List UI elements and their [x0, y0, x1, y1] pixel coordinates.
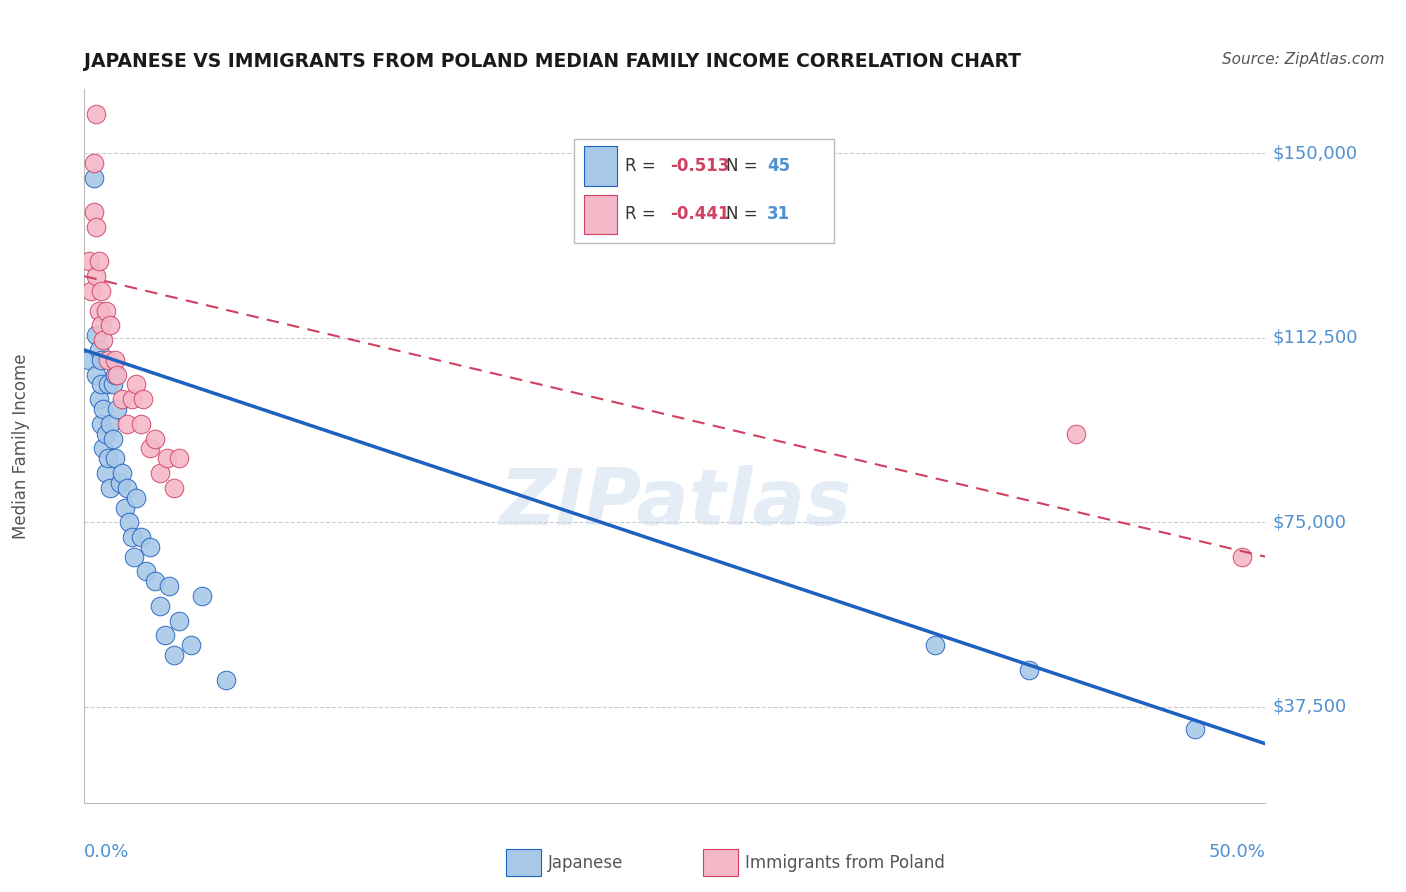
Point [132, 392, 155, 407]
Point [97, 377, 120, 392]
Text: Source: ZipAtlas.com: Source: ZipAtlas.com [1222, 52, 1385, 67]
Point [143, 574, 166, 589]
Point [108, 475, 131, 490]
Text: JAPANESE VS IMMIGRANTS FROM POLAND MEDIAN FAMILY INCOME CORRELATION CHART: JAPANESE VS IMMIGRANTS FROM POLAND MEDIA… [84, 53, 1021, 71]
Text: N =: N = [725, 205, 762, 223]
Point [167, 451, 190, 466]
Point [97, 352, 120, 367]
Point [87, 254, 110, 268]
Point [149, 599, 172, 613]
Bar [575, 139, 834, 243]
Point [84, 107, 107, 121]
Point [129, 417, 152, 431]
Point [104, 451, 127, 466]
Point [115, 481, 138, 495]
Point [125, 491, 148, 505]
Text: ZIPatlas: ZIPatlas [499, 465, 851, 541]
Point [115, 417, 138, 431]
Point [1066, 426, 1088, 441]
Point [180, 638, 202, 652]
Text: -0.441: -0.441 [671, 205, 730, 223]
Point [163, 481, 186, 495]
Point [1184, 722, 1206, 736]
Point [83, 156, 105, 170]
Point [84, 328, 107, 343]
Point [87, 303, 110, 318]
Point [139, 540, 162, 554]
Text: Median Family Income: Median Family Income [13, 353, 30, 539]
Point [191, 589, 214, 603]
Bar [583, 146, 617, 186]
Text: $75,000: $75,000 [1272, 513, 1347, 532]
Point [135, 565, 157, 579]
Point [215, 673, 238, 687]
Point [111, 392, 134, 407]
Point [90, 352, 112, 367]
Point [84, 219, 107, 234]
Point [121, 392, 143, 407]
Point [87, 343, 110, 357]
Text: N =: N = [725, 157, 762, 175]
Point [156, 451, 179, 466]
Bar [583, 195, 617, 235]
Text: R =: R = [626, 157, 661, 175]
Text: R =: R = [626, 205, 661, 223]
Point [107, 368, 129, 382]
Point [1018, 663, 1040, 677]
Point [98, 417, 121, 431]
Point [90, 284, 112, 298]
Point [125, 377, 148, 392]
Point [91, 402, 114, 417]
Point [83, 170, 105, 185]
Point [77, 352, 100, 367]
Point [114, 500, 136, 515]
Point [104, 352, 127, 367]
Point [87, 392, 110, 407]
Text: $37,500: $37,500 [1272, 698, 1347, 716]
Point [83, 205, 105, 219]
Point [80, 284, 103, 298]
Point [90, 318, 112, 333]
Point [97, 451, 120, 466]
Text: 50.0%: 50.0% [1209, 843, 1265, 861]
Point [98, 318, 121, 333]
Text: 0.0%: 0.0% [84, 843, 129, 861]
Point [121, 530, 143, 544]
Point [924, 638, 946, 652]
Point [139, 442, 162, 456]
Point [94, 466, 117, 480]
Point [118, 516, 141, 530]
Point [153, 628, 176, 642]
Point [91, 333, 114, 347]
Point [129, 530, 152, 544]
Point [167, 614, 190, 628]
Point [104, 368, 127, 382]
Point [90, 377, 112, 392]
Point [94, 303, 117, 318]
Point [90, 417, 112, 431]
Text: $112,500: $112,500 [1272, 329, 1358, 347]
Point [84, 368, 107, 382]
Point [91, 442, 114, 456]
Point [149, 466, 172, 480]
Point [122, 549, 145, 564]
Text: -0.513: -0.513 [671, 157, 730, 175]
Point [143, 432, 166, 446]
Point [101, 432, 124, 446]
Point [111, 466, 134, 480]
Point [98, 481, 121, 495]
Point [157, 579, 180, 593]
Text: Immigrants from Poland: Immigrants from Poland [745, 854, 945, 871]
Text: Japanese: Japanese [548, 854, 624, 871]
Point [77, 254, 100, 268]
Point [84, 269, 107, 284]
Point [107, 402, 129, 417]
Text: 45: 45 [768, 157, 790, 175]
Point [101, 377, 124, 392]
Text: $150,000: $150,000 [1272, 145, 1358, 162]
Point [1230, 549, 1253, 564]
Point [163, 648, 186, 662]
Point [94, 426, 117, 441]
Text: 31: 31 [768, 205, 790, 223]
